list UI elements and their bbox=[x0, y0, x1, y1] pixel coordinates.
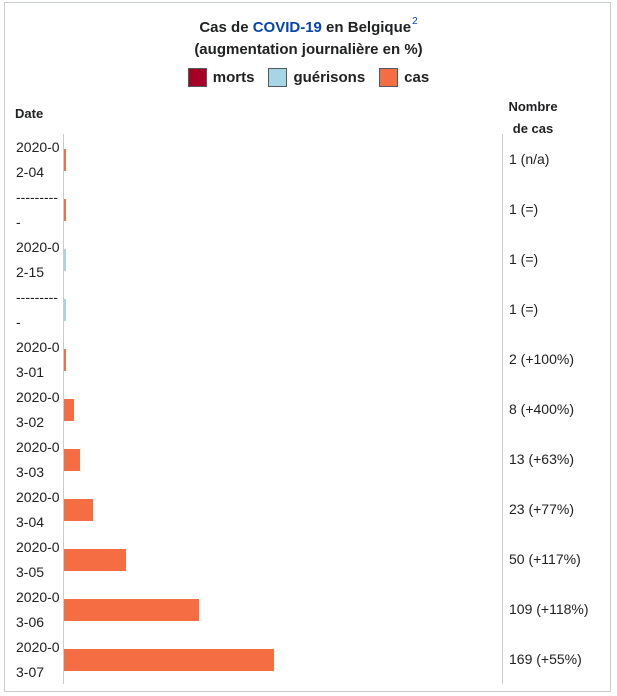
date-label: 2020-03-06 bbox=[16, 589, 60, 630]
table-row: 2020-02-04 1 (n/a) bbox=[0, 135, 617, 185]
bar bbox=[64, 349, 67, 371]
bar bbox=[64, 249, 66, 271]
legend-item-guérisons: guérisons bbox=[268, 68, 365, 87]
date-label: 2020-03-07 bbox=[16, 639, 60, 680]
count-header-line2: de cas bbox=[512, 121, 554, 136]
footnote-link[interactable]: 2 bbox=[412, 16, 418, 27]
table-row: 2020-03-05 50 (+117%) bbox=[0, 535, 617, 585]
count-label: 2 (+100%) bbox=[509, 351, 574, 367]
title-suffix: en Belgique bbox=[321, 19, 412, 36]
legend-label: guérisons bbox=[293, 69, 366, 86]
table-row: 2020-03-04 23 (+77%) bbox=[0, 485, 617, 535]
date-column-header: Date bbox=[15, 106, 44, 121]
table-row: 2020-03-01 2 (+100%) bbox=[0, 335, 617, 385]
date-label: 2020-02-15 bbox=[16, 239, 60, 280]
count-label: 8 (+400%) bbox=[509, 401, 574, 417]
count-label: 1 (=) bbox=[509, 251, 539, 267]
bar bbox=[64, 299, 66, 321]
table-row: ---------- 1 (=) bbox=[0, 285, 617, 335]
legend-item-cas: cas bbox=[379, 68, 429, 87]
bar bbox=[64, 549, 127, 571]
count-label: 50 (+117%) bbox=[509, 551, 581, 567]
legend: morts guérisons cas bbox=[0, 68, 617, 87]
table-row: 2020-03-02 8 (+400%) bbox=[0, 385, 617, 435]
table-row: 2020-03-07 169 (+55%) bbox=[0, 635, 617, 685]
count-label: 1 (n/a) bbox=[509, 151, 550, 167]
date-label: ---------- bbox=[16, 289, 58, 330]
table-row: 2020-02-15 1 (=) bbox=[0, 235, 617, 285]
date-label: 2020-03-04 bbox=[16, 489, 60, 530]
legend-label: cas bbox=[404, 69, 430, 86]
covid-link[interactable]: COVID-19 bbox=[252, 19, 322, 36]
count-column-header: Nombre de cas bbox=[504, 96, 562, 140]
date-label: 2020-03-01 bbox=[16, 339, 60, 380]
count-label: 1 (=) bbox=[509, 301, 539, 317]
bar bbox=[64, 399, 74, 421]
count-label: 13 (+63%) bbox=[509, 451, 574, 467]
chart-subtitle: (augmentation journalière en %) bbox=[194, 41, 423, 58]
legend-swatch bbox=[268, 68, 288, 87]
date-label: 2020-03-05 bbox=[16, 539, 60, 580]
bar bbox=[64, 449, 81, 471]
chart-title: Cas de COVID-19 en Belgique2 bbox=[0, 16, 617, 36]
column-separator bbox=[502, 134, 503, 684]
bar bbox=[64, 149, 66, 171]
date-label: 2020-03-03 bbox=[16, 439, 60, 480]
count-label: 109 (+118%) bbox=[509, 601, 589, 617]
date-label: 2020-03-02 bbox=[16, 389, 60, 430]
table-row: 2020-03-03 13 (+63%) bbox=[0, 435, 617, 485]
count-header-line1: Nombre bbox=[508, 99, 558, 114]
legend-item-morts: morts bbox=[187, 68, 255, 87]
bar bbox=[64, 499, 93, 521]
table-row: 2020-03-06 109 (+118%) bbox=[0, 585, 617, 635]
legend-swatch bbox=[187, 68, 207, 87]
axis-line bbox=[63, 134, 64, 684]
title-prefix: Cas de bbox=[199, 19, 253, 36]
legend-label: morts bbox=[212, 69, 255, 86]
legend-swatch bbox=[379, 68, 399, 87]
table-row: ---------- 1 (=) bbox=[0, 185, 617, 235]
bar bbox=[64, 649, 274, 671]
date-label: 2020-02-04 bbox=[16, 139, 60, 180]
bar bbox=[64, 599, 200, 621]
date-label: ---------- bbox=[16, 189, 58, 230]
bar bbox=[64, 199, 66, 221]
chart-frame bbox=[4, 2, 611, 692]
count-label: 1 (=) bbox=[509, 201, 539, 217]
count-label: 169 (+55%) bbox=[509, 651, 582, 667]
count-label: 23 (+77%) bbox=[509, 501, 574, 517]
